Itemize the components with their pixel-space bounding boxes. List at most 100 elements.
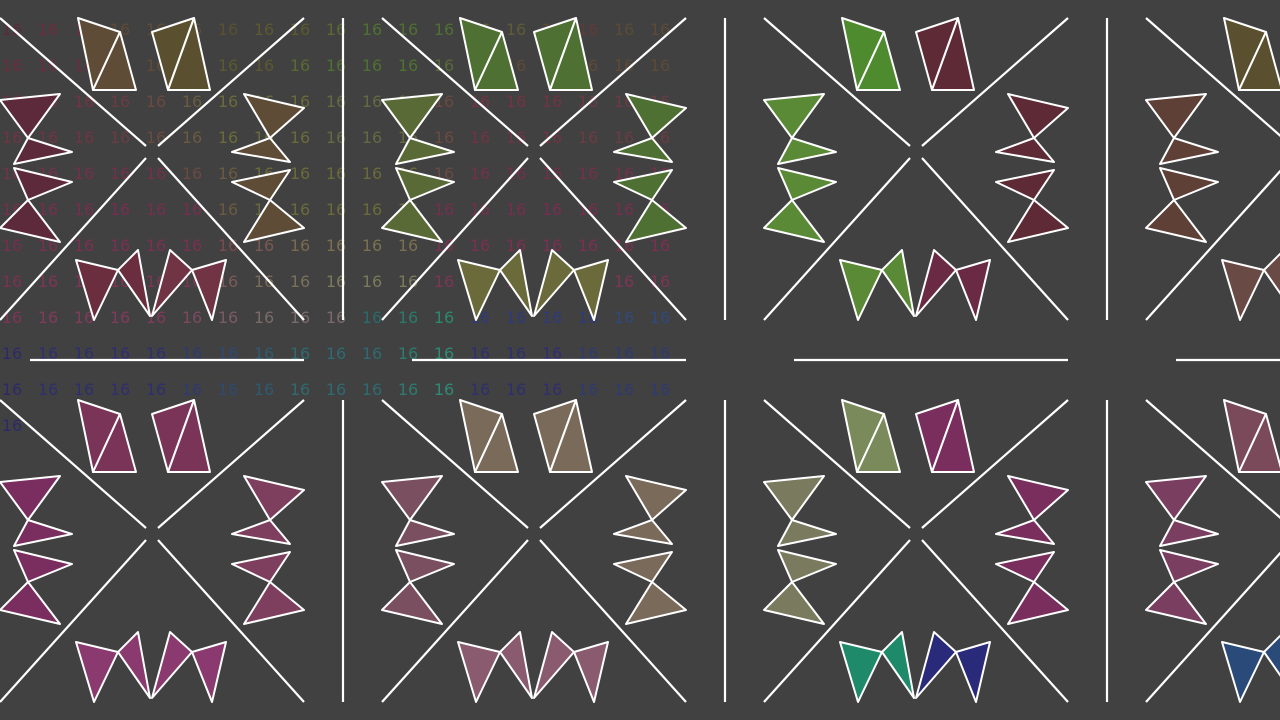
grid-number: 16 <box>109 92 131 111</box>
diagonal-line <box>381 539 529 703</box>
diagonal-line <box>0 399 147 529</box>
triangle-shape <box>955 641 991 703</box>
grid-number: 16 <box>217 56 239 75</box>
diagonal-line <box>539 157 687 321</box>
grid-number: 16 <box>361 272 383 291</box>
triangle-shape <box>613 169 673 201</box>
grid-number: 16 <box>541 308 563 327</box>
diagonal-line <box>381 399 529 529</box>
triangle-shape <box>931 399 975 473</box>
triangle-shape <box>395 137 455 165</box>
diagonal-line <box>0 17 147 147</box>
diagonal-line <box>157 17 305 147</box>
triangle-shape <box>117 631 151 699</box>
triangle-shape <box>549 17 593 91</box>
grid-number: 16 <box>397 344 419 363</box>
grid-number: 16 <box>505 20 527 39</box>
triangle-shape <box>613 519 673 545</box>
triangle-shape <box>474 413 519 473</box>
triangle-shape <box>75 641 119 703</box>
triangle-shape <box>1159 167 1219 201</box>
diagonal-line <box>763 539 911 703</box>
grid-number: 16 <box>109 344 131 363</box>
grid-number: 16 <box>37 308 59 327</box>
grid-number: 16 <box>361 344 383 363</box>
grid-number: 16 <box>181 200 203 219</box>
triangle-shape <box>995 137 1055 163</box>
grid-number: 16 <box>577 128 599 147</box>
grid-number: 16 <box>505 380 527 399</box>
grid-number: 16 <box>361 200 383 219</box>
grid-number: 16 <box>1 344 23 363</box>
triangle-shape <box>231 169 291 201</box>
grid-number: 16 <box>649 308 671 327</box>
grid-number: 16 <box>649 56 671 75</box>
grid-number: 16 <box>181 236 203 255</box>
triangle-shape <box>381 475 443 521</box>
grid-number: 16 <box>253 308 275 327</box>
triangle-shape <box>625 199 687 243</box>
grid-number: 16 <box>469 380 491 399</box>
grid-number: 16 <box>433 380 455 399</box>
triangle-shape <box>1159 137 1219 165</box>
diagonal-line <box>0 157 147 321</box>
triangle-shape <box>1007 581 1069 625</box>
triangle-shape <box>92 31 137 91</box>
grid-number: 16 <box>217 20 239 39</box>
grid-number: 16 <box>73 164 95 183</box>
grid-number: 16 <box>253 380 275 399</box>
grid-number: 16 <box>541 236 563 255</box>
grid-number: 16 <box>649 20 671 39</box>
diagonal-line <box>539 399 687 529</box>
triangle-shape <box>1145 581 1207 625</box>
grid-number: 16 <box>73 308 95 327</box>
grid-number: 16 <box>397 236 419 255</box>
triangle-shape <box>457 641 501 703</box>
grid-number: 16 <box>217 92 239 111</box>
diagonal-line <box>381 17 529 147</box>
grid-number: 16 <box>361 308 383 327</box>
triangle-shape <box>243 475 305 521</box>
triangle-shape <box>995 551 1055 583</box>
grid-number: 16 <box>361 128 383 147</box>
triangle-shape <box>931 17 975 91</box>
grid-number: 16 <box>397 380 419 399</box>
grid-number: 16 <box>145 344 167 363</box>
grid-number: 16 <box>325 56 347 75</box>
diagonal-line <box>921 399 1069 529</box>
grid-number: 16 <box>145 164 167 183</box>
grid-number: 16 <box>613 344 635 363</box>
diagonal-line <box>763 399 911 529</box>
grid-number: 16 <box>181 128 203 147</box>
grid-number: 16 <box>325 164 347 183</box>
grid-number: 16 <box>145 92 167 111</box>
grid-number: 16 <box>613 20 635 39</box>
grid-number: 16 <box>37 344 59 363</box>
grid-number: 16 <box>649 344 671 363</box>
grid-number: 16 <box>1 380 23 399</box>
triangle-shape <box>191 641 227 703</box>
grid-number: 16 <box>181 380 203 399</box>
grid-number: 16 <box>325 272 347 291</box>
triangle-shape <box>839 641 883 703</box>
grid-number: 16 <box>361 56 383 75</box>
triangle-shape <box>0 93 61 139</box>
grid-number: 16 <box>361 236 383 255</box>
triangle-shape <box>243 199 305 243</box>
diagonal-line <box>0 539 147 703</box>
diagonal-line <box>1145 17 1280 137</box>
triangle-shape <box>625 581 687 625</box>
grid-number: 16 <box>181 308 203 327</box>
triangle-shape <box>243 581 305 625</box>
grid-number: 16 <box>325 20 347 39</box>
grid-number: 16 <box>433 56 455 75</box>
pattern-tile <box>763 17 1109 362</box>
grid-number: 16 <box>433 200 455 219</box>
triangle-shape <box>1263 252 1280 295</box>
diagonal-line <box>921 17 1069 147</box>
grid-number: 16 <box>433 272 455 291</box>
triangle-shape <box>1145 93 1207 139</box>
diagonal-line <box>921 157 1069 321</box>
triangle-shape <box>1159 519 1219 547</box>
triangle-shape <box>395 519 455 547</box>
